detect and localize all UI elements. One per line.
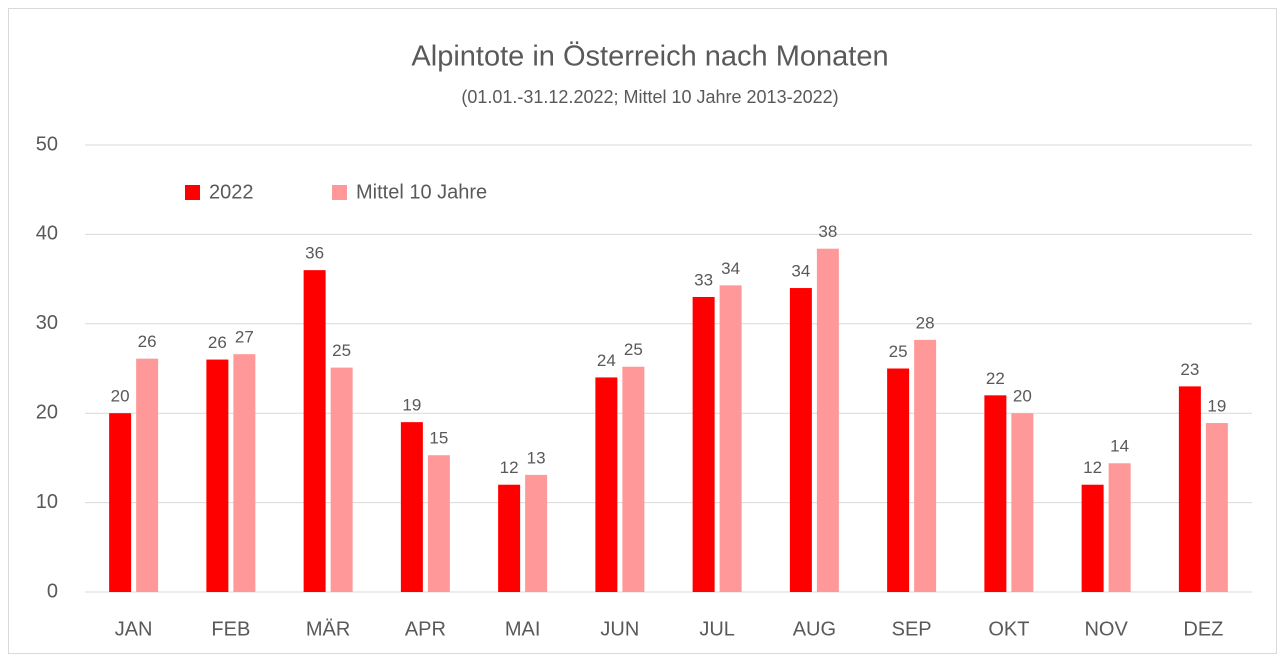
- data-label: 12: [1083, 458, 1102, 477]
- x-tick-label: NOV: [1084, 618, 1128, 640]
- x-tick-label: DEZ: [1183, 618, 1223, 640]
- bar: [109, 413, 132, 592]
- bar: [692, 296, 715, 592]
- bar: [1011, 413, 1034, 592]
- bar: [525, 474, 548, 592]
- bar: [914, 339, 937, 592]
- y-tick-label: 50: [36, 133, 58, 155]
- bar: [719, 285, 742, 592]
- data-label: 26: [138, 332, 157, 351]
- data-label: 12: [500, 458, 519, 477]
- y-tick-label: 40: [36, 223, 58, 245]
- data-label: 34: [721, 259, 740, 278]
- bar: [595, 377, 618, 592]
- data-label: 26: [208, 333, 227, 352]
- y-tick-label: 20: [36, 401, 58, 423]
- bar: [1178, 386, 1201, 592]
- legend-swatch: [185, 185, 200, 200]
- x-tick-label: MAI: [505, 618, 541, 640]
- legend-swatch: [332, 185, 347, 200]
- x-tick-label: FEB: [211, 618, 250, 640]
- data-label: 25: [332, 341, 351, 360]
- bar: [498, 484, 521, 592]
- data-label: 14: [1110, 437, 1129, 456]
- data-label: 27: [235, 328, 254, 347]
- bar: [400, 422, 423, 592]
- data-label: 25: [624, 340, 643, 359]
- data-label: 13: [527, 448, 546, 467]
- y-tick-label: 0: [47, 580, 58, 602]
- bar: [233, 354, 256, 592]
- y-tick-label: 10: [36, 491, 58, 513]
- legend-label: 2022: [209, 181, 254, 203]
- bar: [1108, 463, 1131, 592]
- data-label: 38: [818, 222, 837, 241]
- bar: [330, 367, 353, 592]
- x-tick-label: OKT: [988, 618, 1029, 640]
- x-tick-label: SEP: [892, 618, 932, 640]
- bar: [206, 359, 229, 592]
- data-label: 20: [1013, 387, 1032, 406]
- bar: [887, 368, 910, 592]
- data-label: 19: [1207, 397, 1226, 416]
- data-label: 28: [916, 313, 935, 332]
- bar: [427, 455, 450, 592]
- x-tick-label: JUL: [699, 618, 735, 640]
- data-label: 23: [1180, 360, 1199, 379]
- data-label: 22: [986, 369, 1005, 388]
- bar: [984, 395, 1007, 592]
- data-label: 25: [889, 342, 908, 361]
- bar: [303, 270, 326, 592]
- legend-label: Mittel 10 Jahre: [356, 181, 487, 203]
- bar: [1081, 484, 1104, 592]
- x-tick-label: MÄR: [306, 618, 350, 640]
- data-label: 15: [429, 429, 448, 448]
- x-tick-label: APR: [405, 618, 446, 640]
- y-tick-label: 30: [36, 312, 58, 334]
- chart-title: Alpintote in Österreich nach Monaten: [411, 41, 888, 73]
- data-label: 34: [791, 262, 810, 281]
- chart-subtitle: (01.01.-31.12.2022; Mittel 10 Jahre 2013…: [461, 87, 838, 107]
- bar: [622, 366, 645, 592]
- bar: [789, 288, 812, 592]
- data-label: 20: [111, 387, 130, 406]
- data-label: 19: [402, 396, 421, 415]
- data-label: 24: [597, 351, 616, 370]
- bar: [136, 358, 159, 592]
- bar: [816, 248, 839, 593]
- data-label: 36: [305, 244, 324, 263]
- x-tick-label: JUN: [600, 618, 639, 640]
- x-tick-label: AUG: [793, 618, 836, 640]
- x-tick-label: JAN: [115, 618, 153, 640]
- data-label: 33: [694, 270, 713, 289]
- bar: [1205, 423, 1228, 592]
